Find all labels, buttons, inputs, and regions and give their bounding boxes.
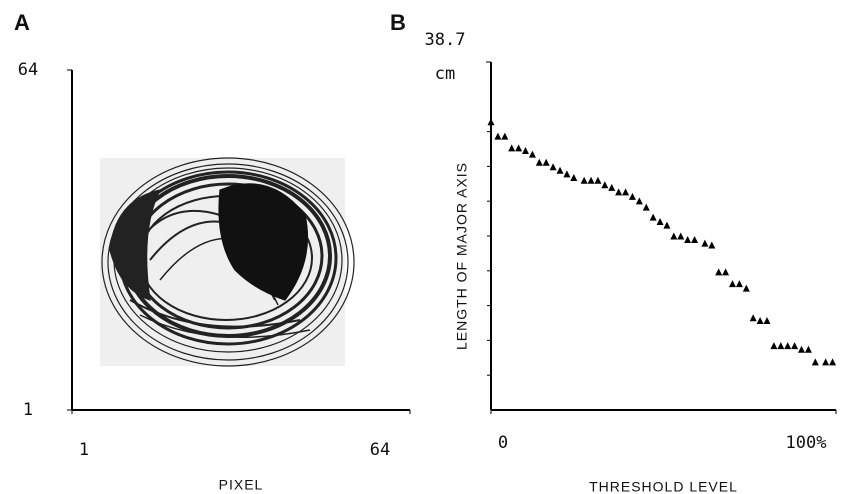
data-point (812, 358, 819, 365)
data-point (557, 167, 564, 174)
x-tick-label: 0 (498, 433, 508, 453)
x-axis-label: THRESHOLD LEVEL (589, 479, 738, 494)
data-point (670, 232, 677, 239)
data-point (501, 133, 508, 140)
y-tick-label: 64 (18, 60, 38, 80)
data-point (764, 317, 771, 324)
data-point (684, 236, 691, 243)
data-point (629, 193, 636, 200)
data-point (663, 222, 670, 229)
data-point (594, 177, 601, 184)
contour-picture (100, 158, 354, 366)
data-point (563, 170, 570, 177)
data-point (822, 358, 829, 365)
data-point (701, 240, 708, 247)
data-point (757, 317, 764, 324)
data-point (601, 181, 608, 188)
data-point (677, 232, 684, 239)
data-point (715, 268, 722, 275)
data-point (581, 177, 588, 184)
data-point (622, 188, 629, 195)
y-tick-label: 1 (23, 400, 33, 420)
data-point (798, 346, 805, 353)
panel-label: B (390, 10, 406, 35)
data-point (570, 174, 577, 181)
y-tick-label: 38.7 (425, 30, 466, 50)
data-point (770, 342, 777, 349)
data-point (784, 342, 791, 349)
data-point (650, 214, 657, 221)
data-point (543, 159, 550, 166)
data-point (615, 188, 622, 195)
data-point (536, 159, 543, 166)
data-point (691, 236, 698, 243)
data-point (791, 342, 798, 349)
data-point (529, 151, 536, 158)
data-point (588, 177, 595, 184)
data-point (508, 144, 515, 151)
data-point (636, 197, 643, 204)
data-point (722, 268, 729, 275)
data-point (805, 346, 812, 353)
data-point (657, 218, 664, 225)
y-unit: cm (435, 64, 455, 84)
data-point (750, 314, 757, 321)
x-axis-label: PIXEL (219, 477, 264, 493)
x-tick-label: 100% (786, 433, 827, 453)
figure: A PIXEL 1 64 1 64 B THRESHOLD LEVEL 0 100% 38.7 cm L… (0, 0, 855, 494)
data-point (729, 280, 736, 287)
data-point (643, 204, 650, 211)
data-point (515, 144, 522, 151)
data-point (708, 241, 715, 248)
data-point (829, 358, 836, 365)
panel-label: A (14, 10, 30, 35)
data-point (743, 285, 750, 292)
y-axis-label: LENGTH OF MAJOR AXIS (454, 162, 470, 350)
data-point (494, 133, 501, 140)
data-point (736, 280, 743, 287)
x-tick-label: 1 (79, 440, 89, 460)
data-point (550, 163, 557, 170)
x-tick-label: 64 (370, 440, 390, 460)
data-point (777, 342, 784, 349)
data-point (488, 118, 495, 125)
data-point (608, 184, 615, 191)
data-point (522, 147, 529, 154)
